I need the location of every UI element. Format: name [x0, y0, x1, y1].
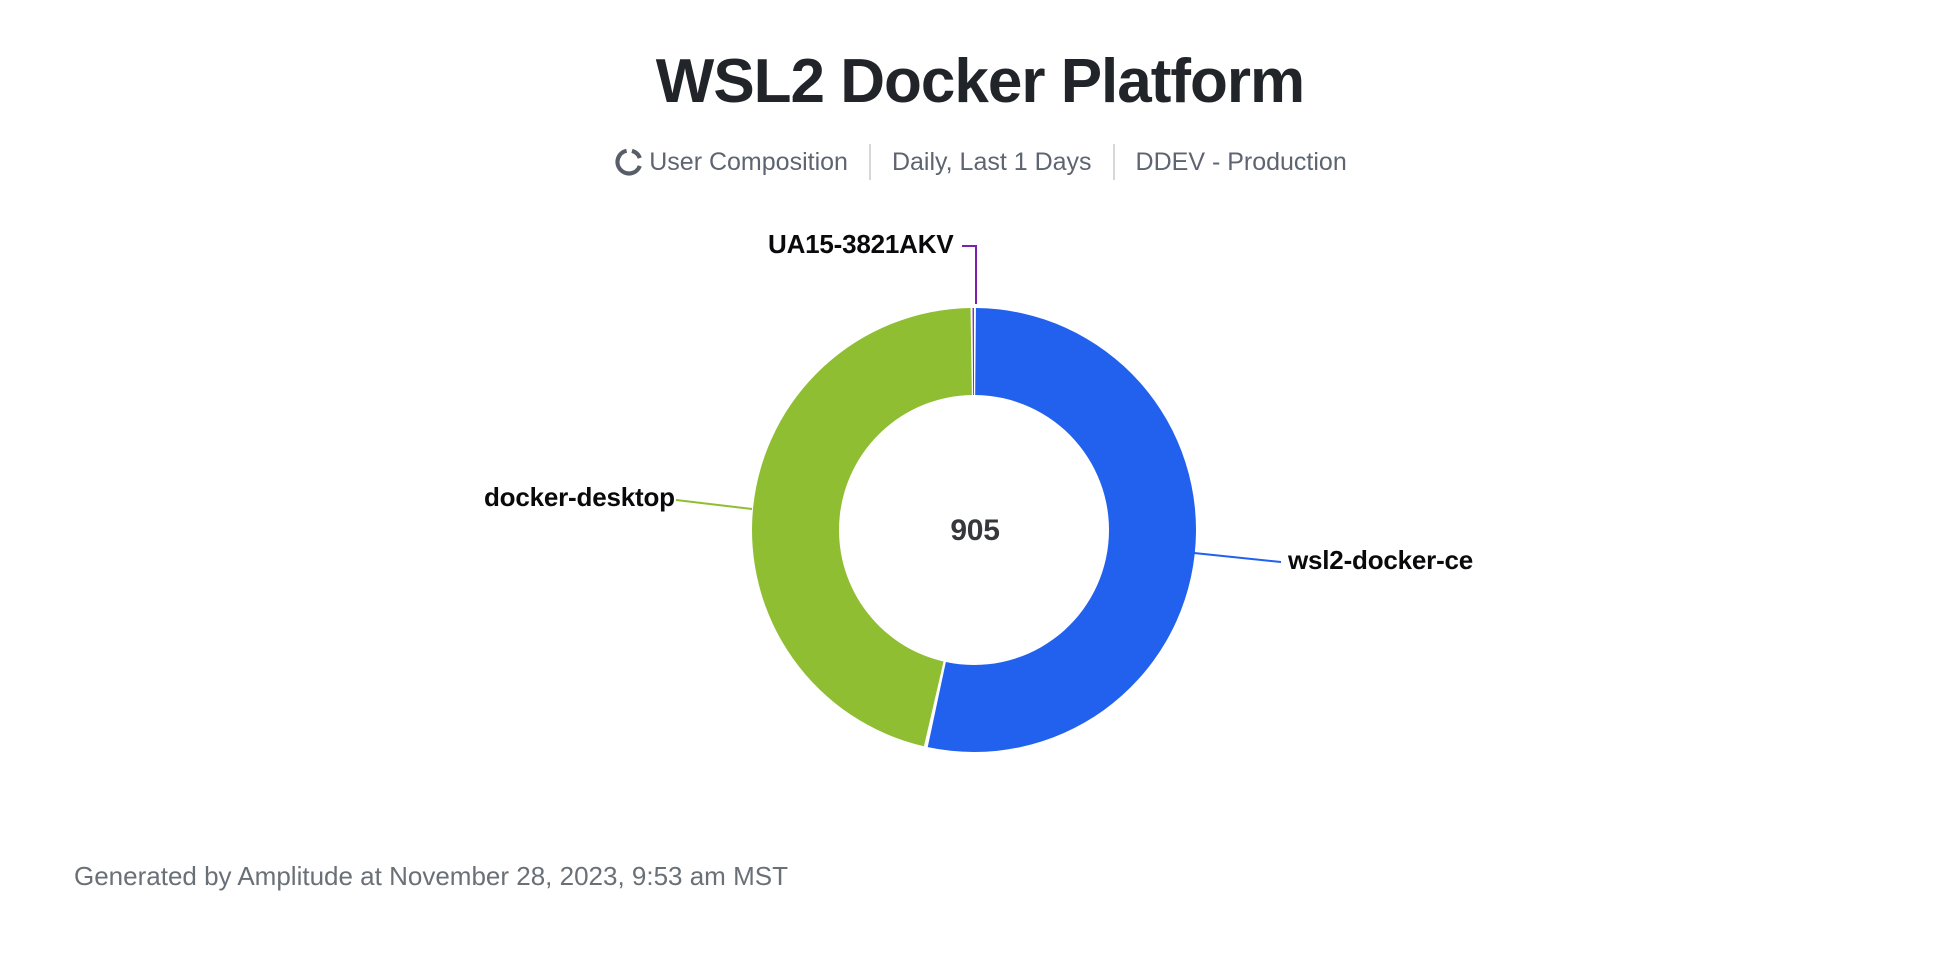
- project-label: DDEV - Production: [1135, 147, 1347, 176]
- slice-label-ua15-3821akv: UA15-3821AKV: [768, 229, 954, 259]
- chart-subtitle: User Composition Daily, Last 1 Days DDEV…: [0, 144, 1960, 180]
- slice-label-docker-desktop: docker-desktop: [484, 482, 675, 512]
- subtitle-separator: [1112, 144, 1115, 180]
- slice-docker-desktop[interactable]: [751, 308, 972, 747]
- chart-type-item: User Composition: [613, 146, 848, 178]
- leader-line-wsl2-docker-ce: [1193, 552, 1282, 563]
- slice-wsl2-docker-ce[interactable]: [927, 308, 1197, 753]
- chart-type-label: User Composition: [649, 147, 848, 176]
- project-item: DDEV - Production: [1136, 148, 1347, 177]
- date-range-label: Daily, Last 1 Days: [891, 147, 1092, 176]
- donut-chart-icon: [615, 148, 643, 176]
- leader-line-docker-desktop: [675, 499, 753, 510]
- footer-attribution: Generated by Amplitude at November 28, 2…: [74, 861, 788, 891]
- leader-line-ua15-3821akv: [962, 245, 977, 304]
- page-title: WSL2 Docker Platform: [655, 47, 1305, 116]
- slice-label-wsl2-docker-ce: wsl2-docker-ce: [1288, 545, 1474, 575]
- center-total-value: 905: [950, 514, 1000, 547]
- subtitle-separator: [868, 144, 871, 180]
- slice-ua15-3821akv[interactable]: [972, 308, 974, 396]
- date-range-item: Daily, Last 1 Days: [892, 148, 1092, 177]
